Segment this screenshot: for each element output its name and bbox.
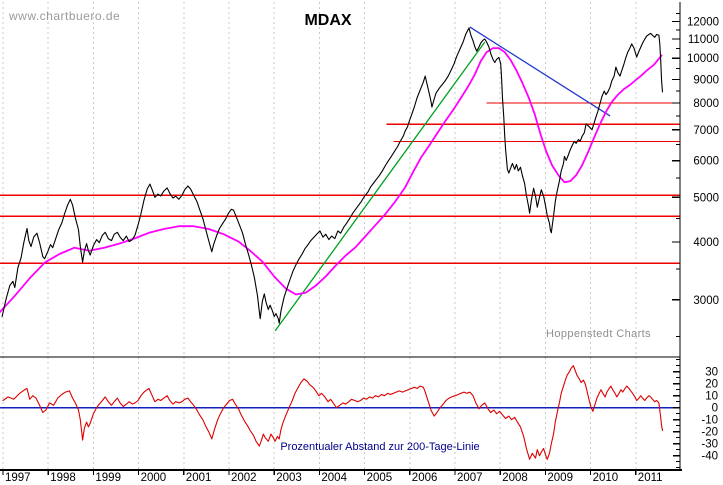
osc-tick-label-10: 10: [705, 391, 718, 403]
osc-tick-label--20: -20: [701, 427, 718, 439]
x-tick-label-2008: 2008: [502, 472, 528, 484]
watermark-chartbuero: www.chartbuero.de: [9, 9, 121, 23]
x-tick-label-1999: 1999: [95, 472, 121, 484]
osc-tick-label--30: -30: [701, 439, 718, 451]
y-tick-label-12000: 12000: [687, 17, 719, 29]
osc-tick-label-20: 20: [705, 379, 718, 391]
x-tick-label-2009: 2009: [547, 472, 573, 484]
osc-tick-label--40: -40: [701, 451, 718, 463]
ma-200-line: [0, 47, 663, 314]
x-tick-label-2002: 2002: [231, 472, 257, 484]
y-tick-label-11000: 11000: [688, 34, 719, 46]
price-line: [1, 27, 664, 324]
oscillator-line: [2, 365, 664, 460]
trendline: [274, 41, 486, 332]
x-tick-label-1997: 1997: [5, 472, 31, 484]
y-tick-label-9000: 9000: [693, 74, 719, 86]
y-tick-label-4000: 4000: [693, 237, 719, 249]
y-tick-label-6000: 6000: [693, 156, 719, 168]
page-title: MDAX: [304, 12, 352, 29]
osc-tick-label-30: 30: [705, 367, 718, 379]
x-tick-label-2007: 2007: [457, 472, 483, 484]
lower-panel-label: Prozentualer Abstand zur 200-Tage-Linie: [280, 441, 480, 453]
y-tick-label-5000: 5000: [693, 192, 719, 204]
x-tick-label-2010: 2010: [593, 472, 619, 484]
x-tick-label-2001: 2001: [186, 472, 212, 484]
x-tick-label-2003: 2003: [276, 472, 302, 484]
y-tick-label-10000: 10000: [687, 53, 719, 65]
x-tick-label-1998: 1998: [50, 472, 76, 484]
trendline: [469, 26, 611, 117]
osc-tick-label--10: -10: [701, 415, 718, 427]
x-tick-label-2006: 2006: [412, 472, 438, 484]
credit-hoppenstedt: Hoppenstedt Charts: [546, 328, 652, 340]
x-tick-label-2004: 2004: [321, 472, 347, 484]
y-tick-label-8000: 8000: [693, 98, 719, 110]
y-tick-label-7000: 7000: [693, 125, 719, 137]
osc-tick-label-0: 0: [712, 403, 718, 415]
x-tick-label-2000: 2000: [141, 472, 167, 484]
x-tick-label-2011: 2011: [638, 472, 663, 484]
x-tick-label-2005: 2005: [367, 472, 393, 484]
y-tick-label-3000: 3000: [693, 295, 719, 307]
